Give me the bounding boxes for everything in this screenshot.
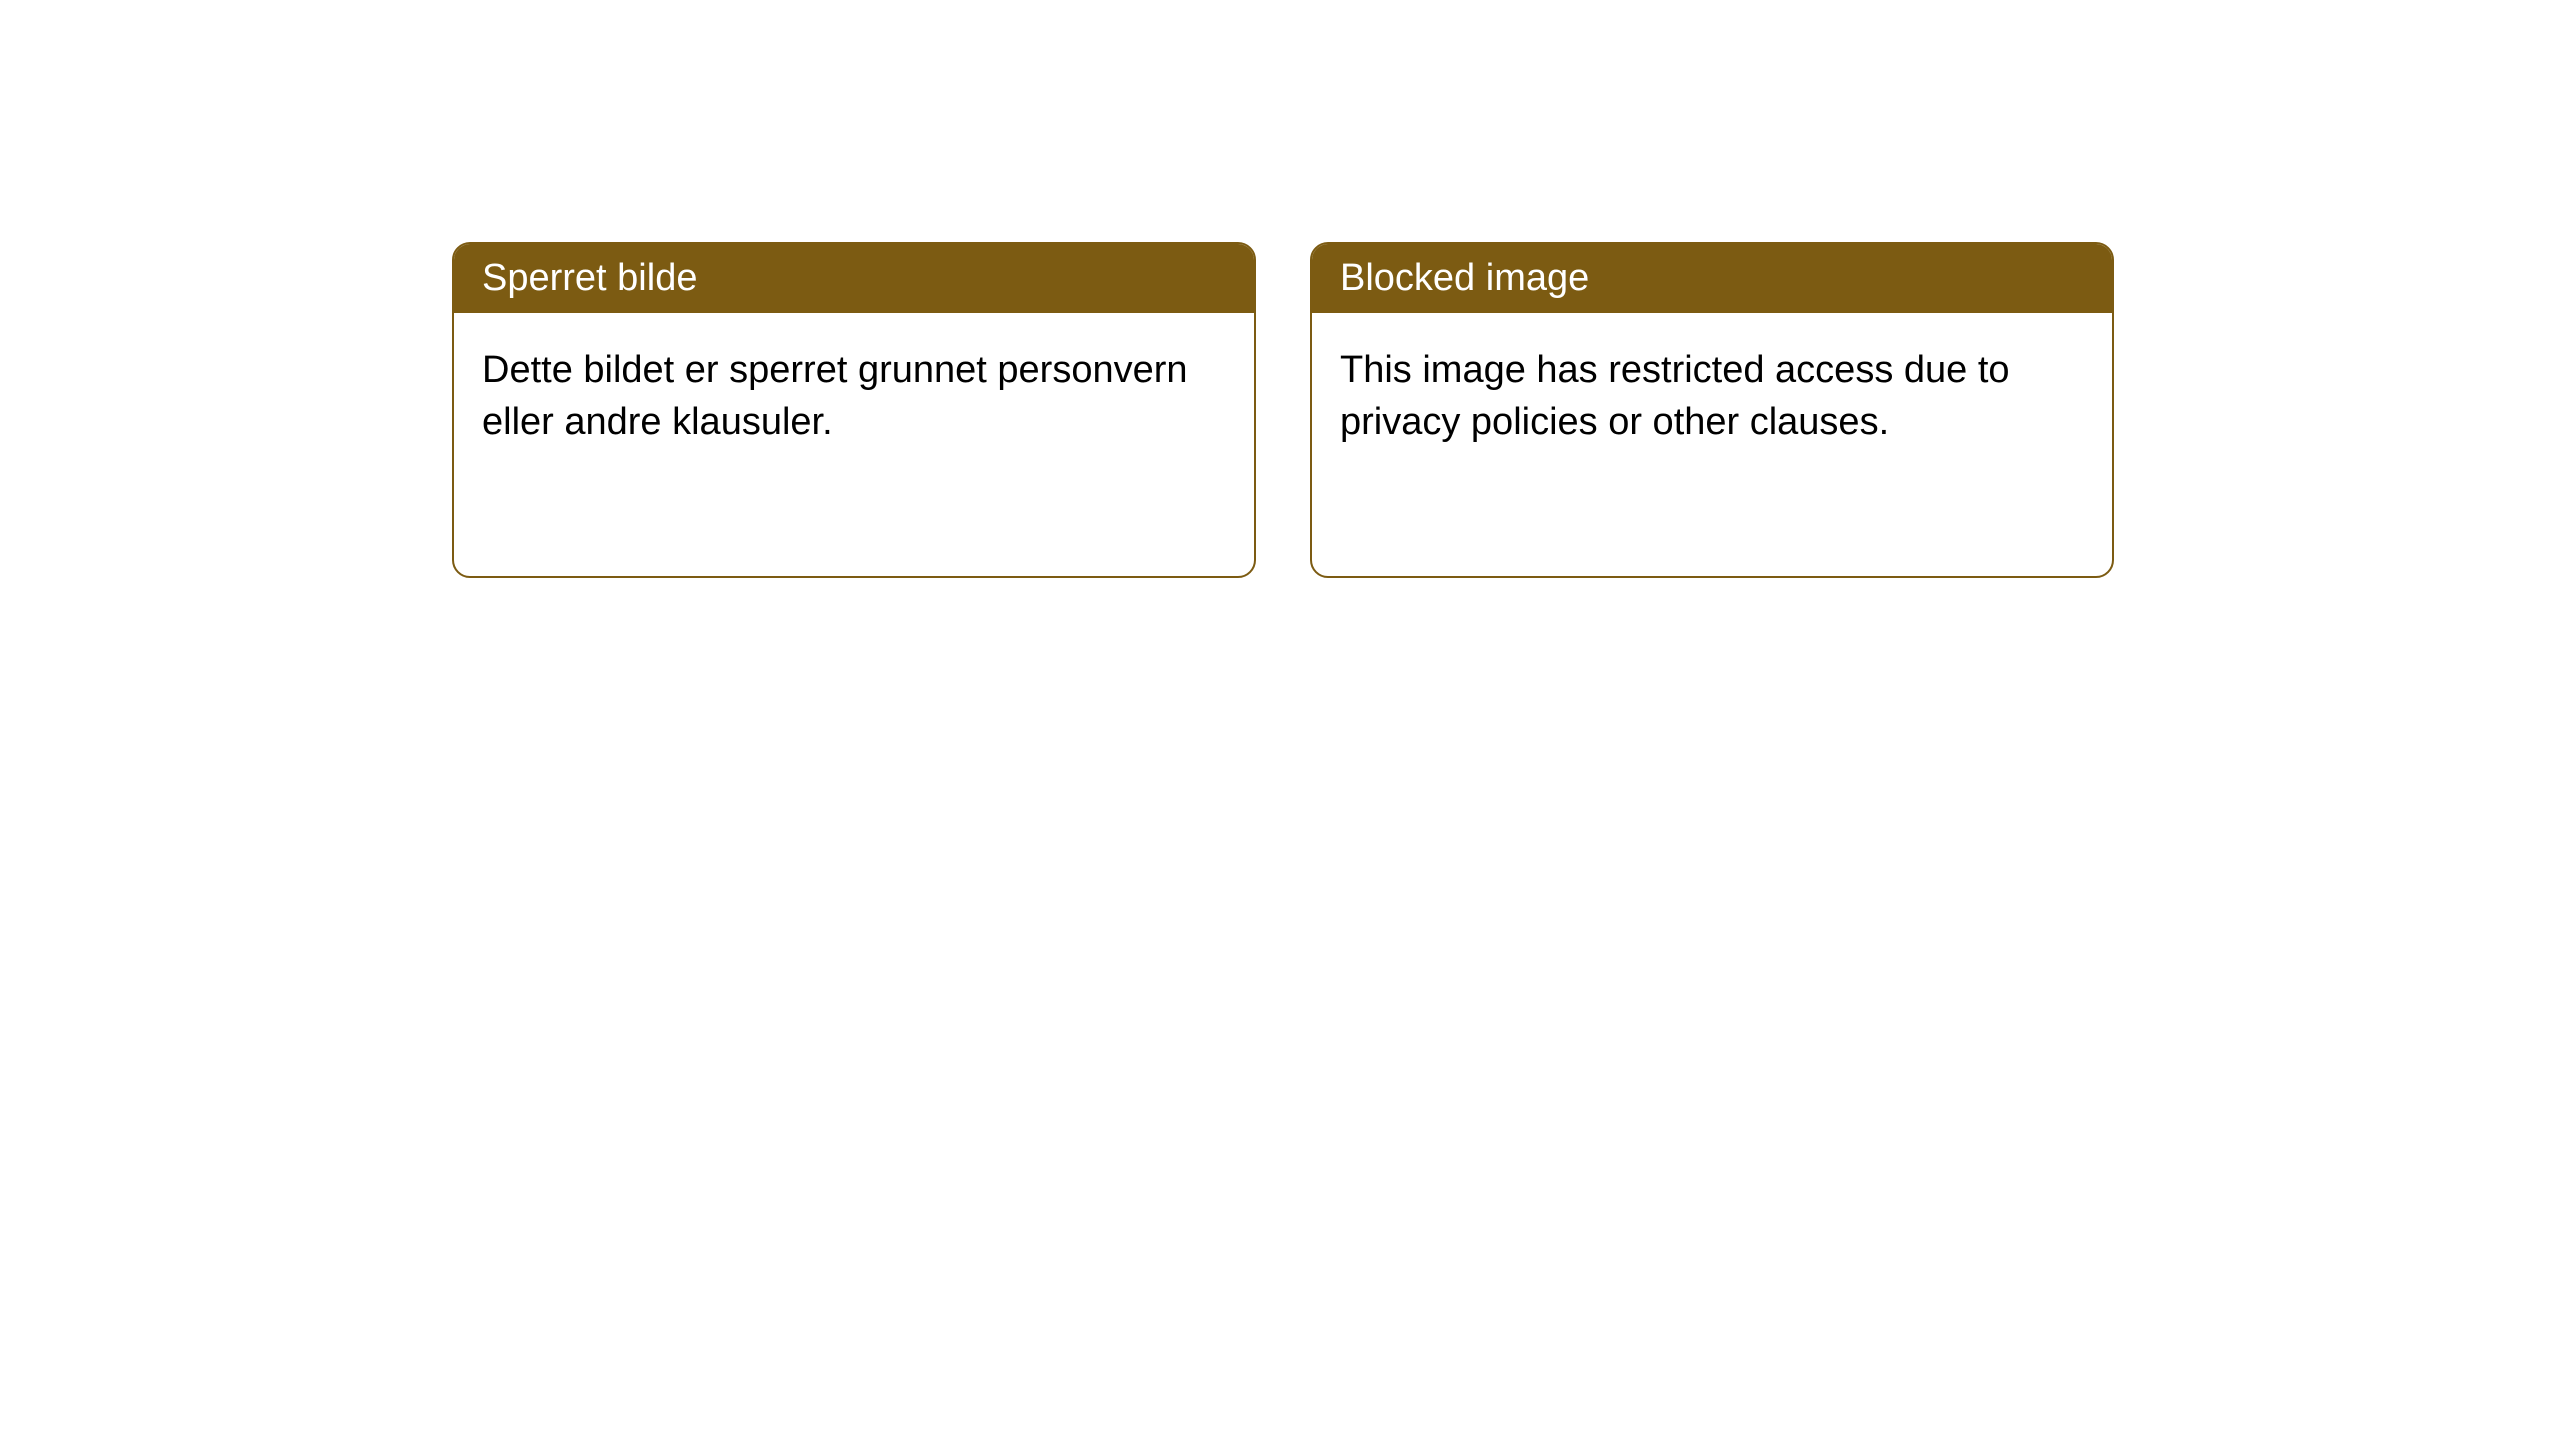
notice-card-english: Blocked image This image has restricted … <box>1310 242 2114 578</box>
notice-body: This image has restricted access due to … <box>1312 313 2112 480</box>
notice-card-norwegian: Sperret bilde Dette bildet er sperret gr… <box>452 242 1256 578</box>
notice-header: Blocked image <box>1312 244 2112 313</box>
notice-body: Dette bildet er sperret grunnet personve… <box>454 313 1254 480</box>
notice-header: Sperret bilde <box>454 244 1254 313</box>
notice-container: Sperret bilde Dette bildet er sperret gr… <box>452 242 2114 578</box>
